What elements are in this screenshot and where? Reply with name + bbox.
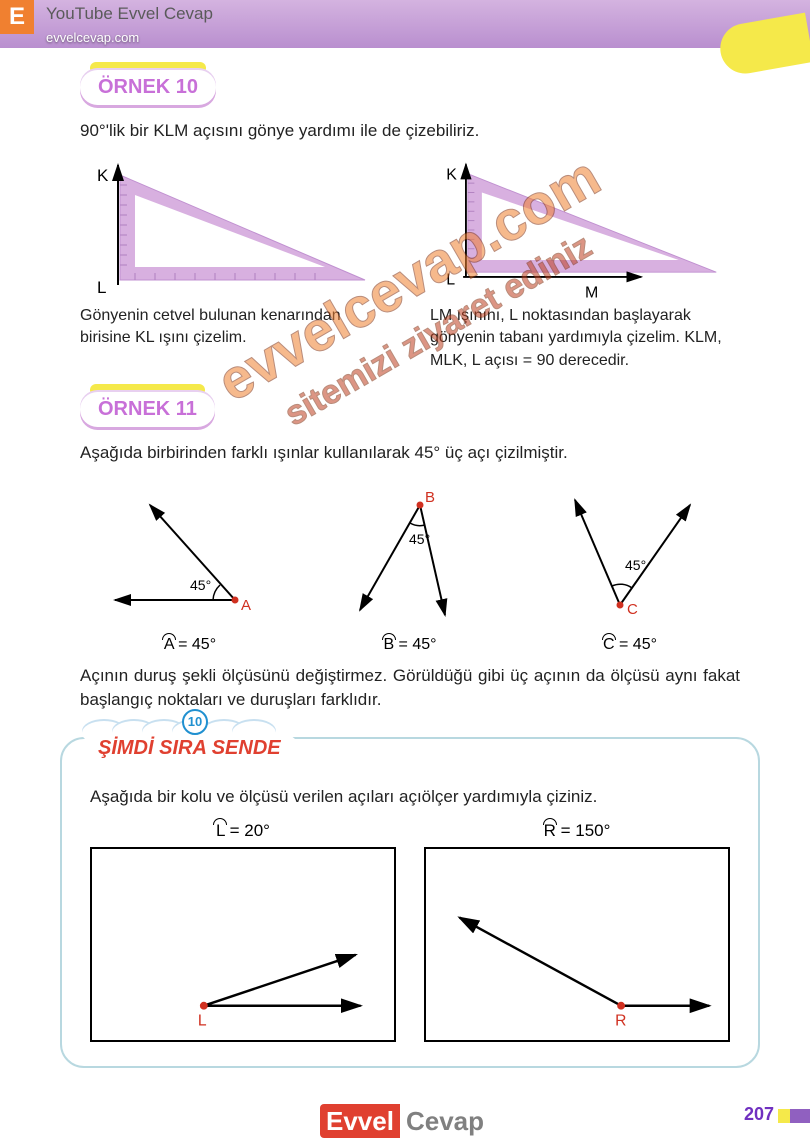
svg-text:M: M — [585, 284, 598, 301]
svg-text:K: K — [446, 166, 457, 183]
page-number: 207 — [744, 1104, 774, 1125]
exercise-title: ŞİMDİ SIRA SENDE — [98, 737, 281, 760]
triangle-right: K L M — [430, 155, 740, 305]
caption-left: Gönyenin cetvel bulunan kenarından biris… — [80, 305, 390, 350]
angle-C: 45° C C = 45° — [520, 485, 740, 654]
svg-text:R: R — [615, 1012, 626, 1029]
ornek11-conclusion: Açının duruş şekli ölçüsünü değiştirmez.… — [80, 664, 740, 712]
caption-right: LM ışınını, L noktasından başlayarak gön… — [430, 305, 740, 372]
svg-text:C: C — [627, 601, 638, 618]
purple-tab — [790, 1109, 810, 1123]
svg-text:A: A — [241, 597, 251, 614]
sende-badge: 10 ŞİMDİ SIRA SENDE — [92, 735, 299, 762]
angle-B: 45° B B = 45° — [300, 485, 520, 654]
svg-text:L: L — [198, 1012, 207, 1029]
exercise-left: L = 20° L — [90, 821, 396, 1042]
ornek11-badge: ÖRNEK 11 — [80, 392, 215, 427]
footer-logo: EvvelCevap — [320, 1106, 490, 1137]
angle-A: 45° A A = 45° — [80, 485, 300, 654]
yellow-tab — [778, 1109, 790, 1123]
exercise-box: 10 ŞİMDİ SIRA SENDE Aşağıda bir kolu ve … — [60, 737, 760, 1068]
triangle-left: K L — [80, 155, 390, 305]
page-content: ÖRNEK 10 90°'lik bir KLM açısını gönye y… — [0, 0, 810, 1068]
ornek10-intro: 90°'lik bir KLM açısını gönye yardımı il… — [80, 119, 740, 143]
exercise-right: R = 150° R — [424, 821, 730, 1042]
ornek11-intro: Aşağıda birbirinden farklı ışınlar kulla… — [80, 441, 740, 465]
svg-text:45°: 45° — [625, 557, 646, 573]
label-L: L — [97, 278, 106, 297]
svg-text:45°: 45° — [190, 577, 211, 593]
svg-text:B: B — [425, 489, 435, 506]
svg-text:L: L — [446, 271, 455, 288]
svg-text:45°: 45° — [409, 531, 430, 547]
three-angles: 45° A A = 45° 45° B B = 45° — [80, 485, 740, 654]
ornek10-badge: ÖRNEK 10 — [80, 70, 216, 105]
exercise-instruction: Aşağıda bir kolu ve ölçüsü verilen açıla… — [90, 785, 730, 809]
label-K: K — [97, 166, 109, 185]
ornek10-diagrams: K L Gönyenin cetvel bulunan kenarından b… — [80, 155, 740, 372]
